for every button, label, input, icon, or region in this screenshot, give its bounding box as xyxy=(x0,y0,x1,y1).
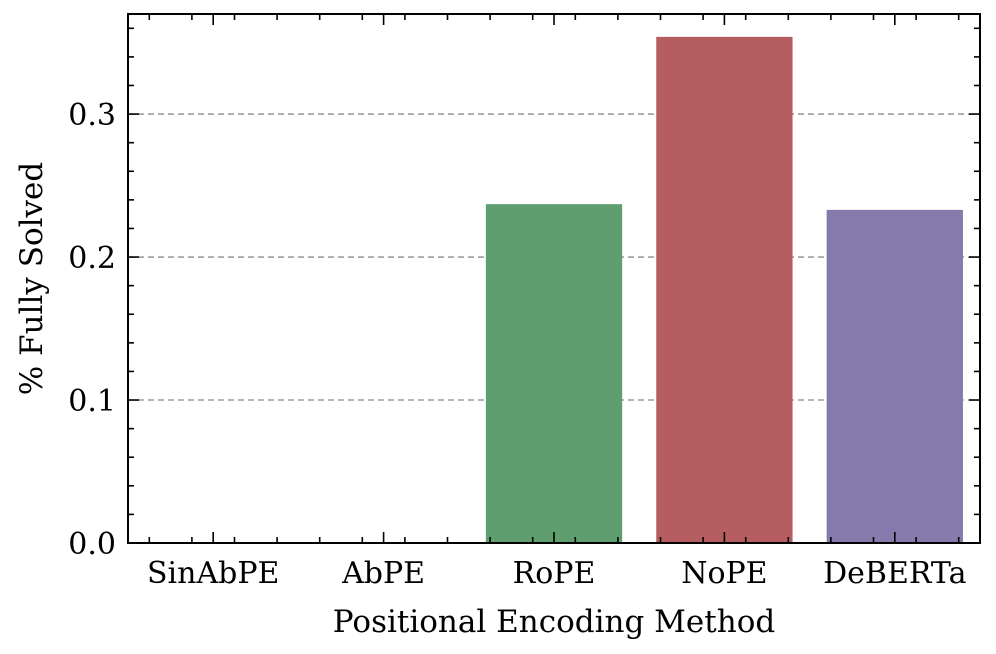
y-tick-label: 0.3 xyxy=(68,98,116,133)
bars xyxy=(485,36,963,544)
bar-deberta xyxy=(826,209,963,543)
x-tick-label: NoPE xyxy=(681,556,767,591)
x-axis-title: Positional Encoding Method xyxy=(333,604,775,640)
plot-frame xyxy=(127,13,981,544)
x-tick-label: DeBERTa xyxy=(823,556,966,591)
bar-nope xyxy=(656,36,793,544)
x-tick-label: RoPE xyxy=(513,556,596,591)
y-tick-label: 0.1 xyxy=(68,384,116,419)
bar-rope xyxy=(485,204,623,543)
x-tick-label: SinAbPE xyxy=(147,556,279,591)
x-tick-label: AbPE xyxy=(341,556,425,591)
y-tick-label: 0.2 xyxy=(68,241,116,276)
y-tick-label: 0.0 xyxy=(68,527,116,562)
y-axis-title: % Fully Solved xyxy=(14,162,50,396)
x-tick-labels: SinAbPE AbPE RoPE NoPE DeBERTa xyxy=(147,556,967,591)
y-tick-labels: 0.0 0.1 0.2 0.3 xyxy=(68,98,116,562)
